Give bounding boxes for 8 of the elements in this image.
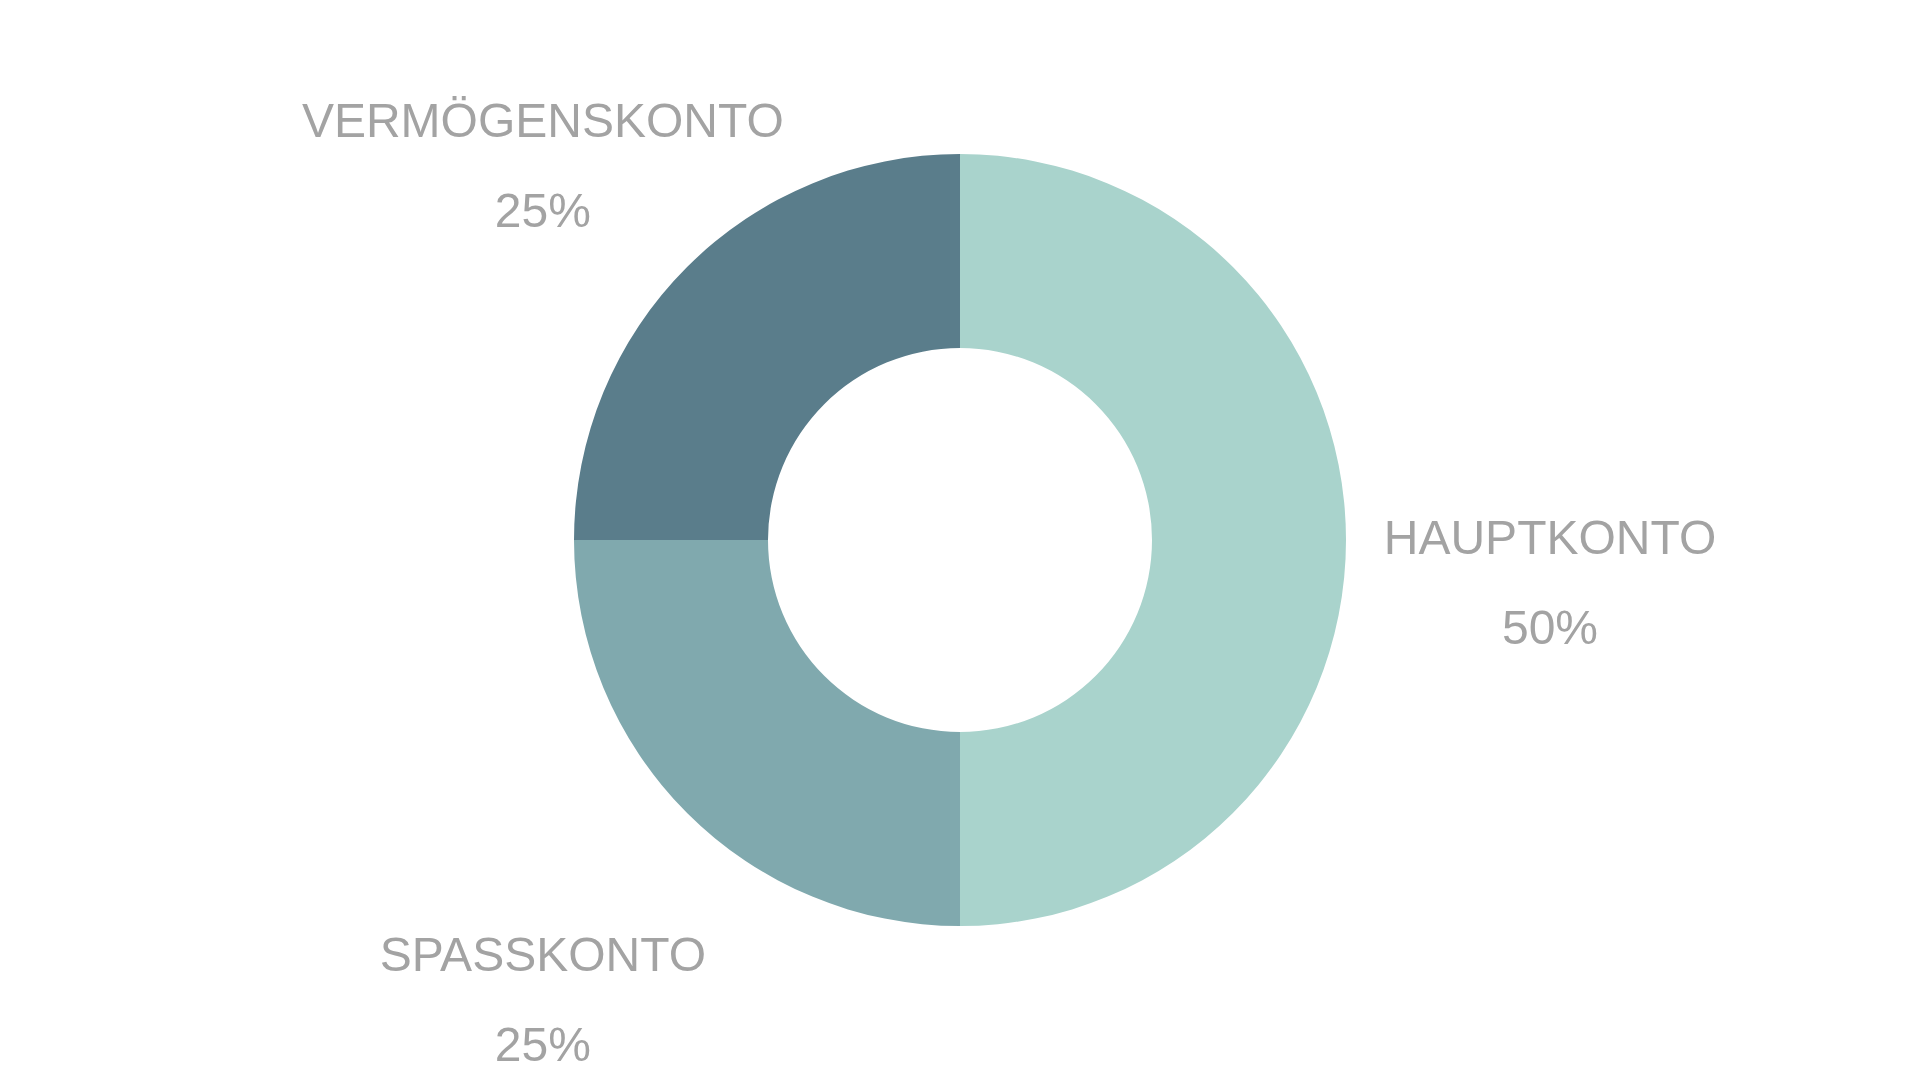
data-label: 50% [1501, 601, 1599, 654]
data-label: 25% [494, 183, 591, 237]
donut-slice [960, 154, 1346, 926]
slice-label: HAUPTKONTO [1383, 511, 1717, 564]
donut-slice [574, 540, 960, 926]
slice-label: VERMÖGENSKONTO [301, 93, 784, 147]
slice-label: SPASSKONTO [379, 928, 706, 982]
data-label: 25% [494, 1018, 591, 1072]
